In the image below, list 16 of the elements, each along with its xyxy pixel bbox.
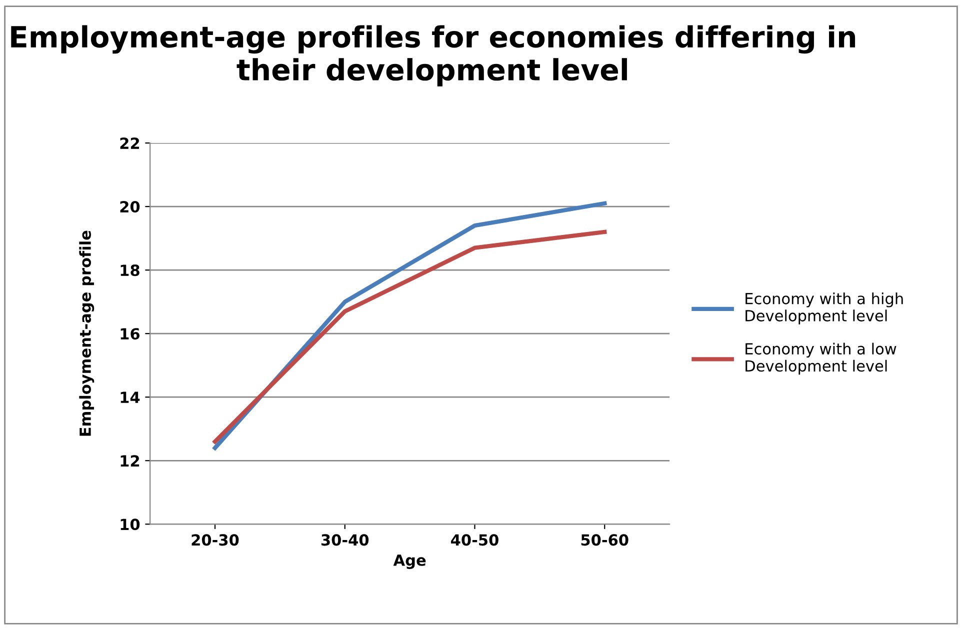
y-axis-title: Employment-age profile <box>79 230 94 436</box>
y-tick-label: 10 <box>120 518 140 530</box>
x-tick-label: 30-40 <box>321 534 369 546</box>
chart-title: Employment-age profiles for economies differing in their development level <box>11 25 856 86</box>
x-axis-title: Age <box>393 554 426 570</box>
legend-label: Economy with a high Development level <box>746 292 903 324</box>
y-tick-label: 18 <box>120 264 140 276</box>
x-tick-label: 50-60 <box>581 534 628 546</box>
y-tick-label: 12 <box>120 455 140 466</box>
y-tick-label: 22 <box>120 137 140 149</box>
legend-label: Economy with a low Development level <box>746 342 896 375</box>
x-tick-label: 40-50 <box>451 534 498 546</box>
y-tick-label: 14 <box>120 392 140 403</box>
y-tick-label: 20 <box>120 201 140 213</box>
y-tick-label: 16 <box>120 328 140 340</box>
x-tick-label: 20-30 <box>192 534 239 546</box>
